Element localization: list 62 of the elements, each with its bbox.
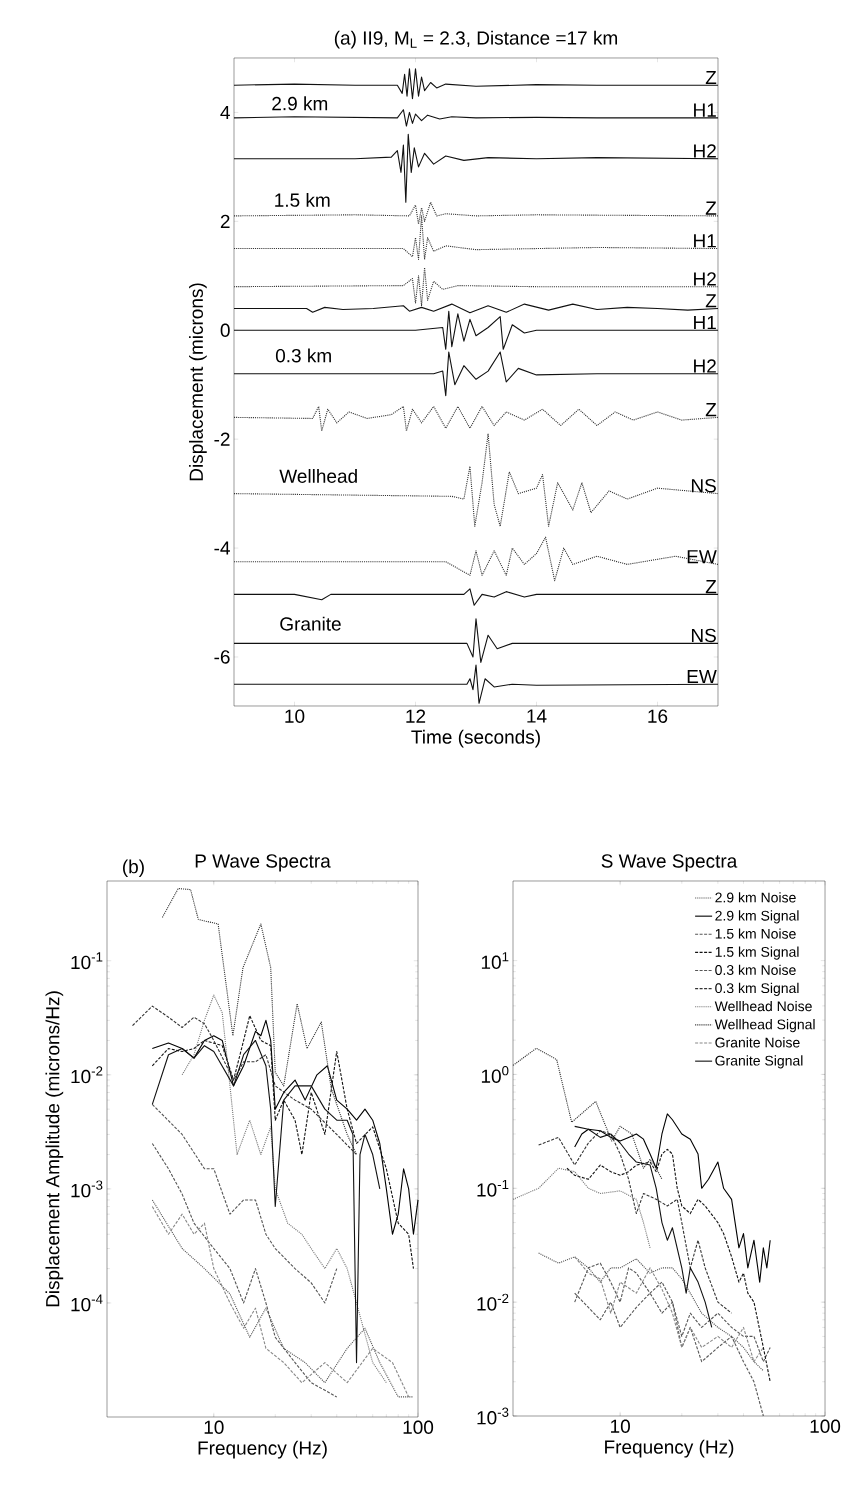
series-label: Z bbox=[705, 70, 717, 84]
legend-label: Granite Noise bbox=[715, 1037, 800, 1048]
series-label: Z bbox=[705, 201, 717, 215]
series-label: NS bbox=[691, 478, 716, 493]
y-tick-label: -4 bbox=[214, 541, 230, 555]
series-label: EW bbox=[687, 669, 717, 684]
annotation: 2.9 km bbox=[272, 96, 328, 111]
legend-label: Granite Signal bbox=[715, 1055, 803, 1069]
x-tick-label: 100 bbox=[810, 1419, 841, 1433]
series-label: Z bbox=[705, 403, 717, 417]
x-axis-title: Frequency (Hz) bbox=[605, 1439, 734, 1458]
y-tick-label: -6 bbox=[214, 650, 230, 664]
y-tick-label: 10$^{0}$ bbox=[481, 1065, 509, 1083]
x-tick-label: 10 bbox=[285, 709, 305, 723]
legend-label: 2.9 km Noise bbox=[715, 892, 796, 903]
annotation: Granite bbox=[280, 616, 341, 631]
series-label: Z bbox=[705, 580, 717, 594]
x-tick-label: 10 bbox=[204, 1420, 224, 1434]
x-tick-label: 16 bbox=[648, 709, 668, 723]
series-label: NS bbox=[691, 628, 716, 643]
legend-label: Wellhead Signal bbox=[714, 1019, 815, 1033]
legend-label: 1.5 km Noise bbox=[715, 928, 796, 939]
series-label: H1 bbox=[694, 234, 716, 248]
series-label: H2 bbox=[694, 144, 716, 158]
y-tick-label: 10$^{1}$ bbox=[481, 952, 509, 969]
y-tick-label: 10$^{-2}$ bbox=[477, 1293, 509, 1311]
legend-label: 2.9 km Signal bbox=[715, 910, 799, 924]
series-label: Z bbox=[705, 294, 717, 308]
annotation: 0.3 km bbox=[275, 348, 331, 363]
chart-title: S Wave Spectra bbox=[601, 854, 738, 872]
y-tick-label: 10$^{-3}$ bbox=[71, 1180, 103, 1198]
text: (b) bbox=[123, 859, 144, 878]
y-tick-label: 10$^{-2}$ bbox=[71, 1066, 103, 1084]
chart-title: P Wave Spectra bbox=[195, 854, 331, 872]
x-tick-label: 12 bbox=[406, 709, 426, 723]
y-axis-title: Displacement Amplitude (microns/Hz) bbox=[45, 991, 64, 1307]
annotation: 1.5 km bbox=[275, 192, 330, 207]
series-label: H1 bbox=[694, 315, 716, 330]
annotation: Wellhead bbox=[279, 468, 357, 483]
y-tick-label: 4 bbox=[220, 105, 230, 119]
y-axis-title: Displacement (microns) bbox=[189, 283, 207, 481]
legend-label: 1.5 km Signal bbox=[715, 946, 799, 960]
legend-label: 0.3 km Signal bbox=[715, 982, 799, 996]
y-tick-label: 2 bbox=[220, 214, 230, 228]
x-tick-label: 100 bbox=[403, 1420, 434, 1434]
y-tick-label: 0 bbox=[220, 323, 230, 337]
x-tick-label: 10 bbox=[611, 1419, 630, 1433]
series-label: H2 bbox=[694, 272, 716, 286]
y-tick-label: 10$^{-3}$ bbox=[477, 1407, 509, 1425]
legend-label: Wellhead Noise bbox=[714, 1000, 812, 1012]
x-axis-title: Time (seconds) bbox=[411, 729, 540, 748]
y-tick-label: 10$^{-1}$ bbox=[477, 1179, 509, 1197]
legend-label: 0.3 km Noise bbox=[715, 964, 796, 975]
y-tick-label: 10$^{-4}$ bbox=[71, 1294, 103, 1312]
x-axis-title: Frequency (Hz) bbox=[198, 1440, 327, 1459]
chart-title: (a) II9, M$_{L}$ = 2.3, Distance =17 km bbox=[334, 30, 618, 49]
y-tick-label: -2 bbox=[214, 432, 230, 446]
series-label: H2 bbox=[694, 359, 716, 373]
y-tick-label: 10$^{-1}$ bbox=[71, 952, 103, 970]
x-tick-label: 14 bbox=[527, 709, 547, 723]
series-label: EW bbox=[687, 550, 717, 564]
series-label: H1 bbox=[694, 103, 716, 117]
